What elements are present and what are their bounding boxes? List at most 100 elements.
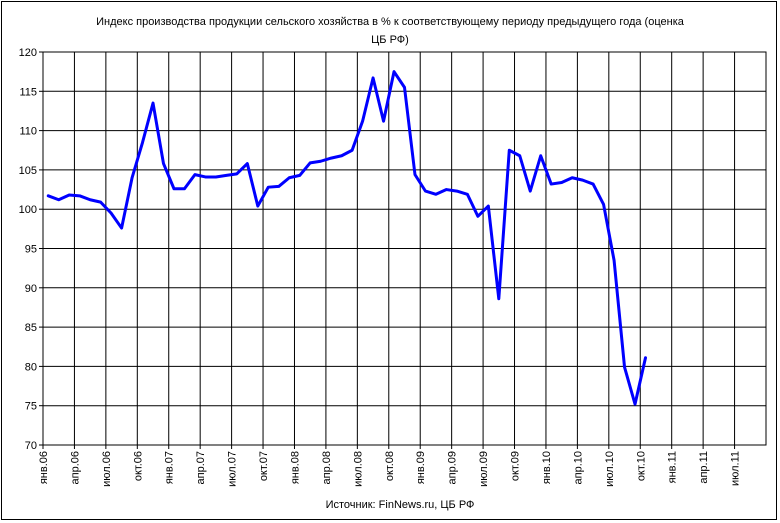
y-tick-label: 90	[25, 283, 37, 295]
y-tick-label: 115	[19, 86, 37, 98]
data-point	[235, 172, 239, 176]
data-point	[518, 154, 521, 157]
data-point	[350, 149, 354, 152]
data-point	[612, 259, 616, 262]
x-tick-label: окт.08	[384, 451, 396, 481]
y-tick-label: 100	[19, 204, 37, 216]
data-point	[623, 365, 626, 369]
data-point	[487, 204, 490, 208]
data-point	[298, 174, 301, 177]
source-note: Источник: FinNews.ru, ЦБ РФ	[326, 499, 475, 511]
data-point	[151, 101, 155, 105]
data-point	[455, 189, 459, 193]
data-point	[382, 119, 385, 123]
x-tick-label: янв.09	[415, 451, 427, 484]
data-point	[591, 182, 595, 186]
x-tick-label: июл.09	[478, 451, 490, 487]
data-point	[130, 176, 134, 179]
chart-title-line-1: Индекс производства продукции сельского …	[96, 16, 685, 28]
data-point	[570, 176, 574, 179]
x-tick-label: апр.09	[447, 451, 459, 484]
data-point	[99, 200, 102, 204]
y-tick-label: 75	[25, 401, 37, 413]
data-point	[644, 356, 647, 359]
x-tick-label: янв.10	[541, 451, 553, 484]
data-point	[57, 198, 60, 201]
data-point	[120, 226, 123, 230]
data-point	[413, 173, 417, 176]
grid-lines	[43, 52, 766, 445]
x-tick-label: янв.11	[667, 451, 679, 483]
data-point	[539, 154, 542, 157]
x-tick-label: июл.07	[227, 451, 239, 487]
y-tick-label: 120	[19, 47, 37, 59]
x-tick-label: апр.06	[69, 451, 81, 484]
data-point	[329, 156, 333, 160]
data-point	[392, 70, 396, 73]
data-point	[193, 173, 197, 176]
x-tick-label: июл.11	[730, 451, 742, 486]
data-point	[424, 189, 427, 193]
y-tick-label: 95	[25, 244, 37, 256]
x-tick-label: янв.07	[164, 451, 176, 484]
data-point	[78, 194, 81, 198]
data-point	[162, 162, 165, 165]
data-point	[434, 193, 438, 196]
data-point	[183, 187, 186, 190]
data-point	[141, 141, 144, 144]
data-point	[319, 160, 322, 163]
x-tick-label: июл.06	[101, 451, 113, 487]
data-point	[204, 175, 207, 179]
x-tick-label: окт.10	[635, 451, 647, 481]
data-point	[476, 215, 480, 218]
y-tick-label: 85	[25, 322, 37, 334]
x-tick-label: янв.08	[289, 451, 301, 484]
x-tick-label: июл.08	[352, 451, 364, 487]
x-tick-label: янв.06	[38, 451, 50, 484]
data-point	[267, 185, 270, 189]
data-point	[109, 211, 113, 215]
data-point	[68, 193, 71, 197]
x-tick-label: апр.11	[698, 451, 710, 484]
data-point	[361, 119, 364, 123]
data-point	[88, 198, 92, 201]
y-tick-label: 70	[25, 440, 37, 452]
data-point	[466, 193, 469, 196]
data-point	[288, 176, 291, 179]
data-point	[172, 187, 176, 190]
data-point	[403, 86, 406, 89]
x-tick-label: апр.08	[321, 451, 333, 484]
data-point	[529, 189, 532, 193]
series-line	[46, 70, 647, 406]
x-tick-label: июл.10	[604, 451, 616, 487]
data-point	[497, 297, 500, 300]
x-axis: янв.06 апр.06 июл.06 окт.06 янв.07 апр.07 июл.…	[38, 445, 742, 487]
data-point	[581, 178, 584, 182]
data-point	[508, 149, 511, 152]
series	[46, 70, 647, 406]
data-point	[550, 182, 553, 186]
y-tick-label: 80	[25, 361, 37, 373]
x-tick-label: окт.09	[510, 451, 522, 481]
data-point	[560, 181, 563, 184]
data-point	[371, 76, 375, 80]
x-tick-label: окт.07	[258, 451, 270, 481]
data-point	[256, 204, 259, 208]
y-tick-label: 110	[19, 126, 37, 138]
data-point	[277, 185, 280, 188]
y-axis: 70 75 80 85 90 95 100 105 110 115 120	[19, 47, 43, 452]
x-tick-label: апр.10	[572, 451, 584, 484]
data-point	[633, 402, 637, 406]
data-point	[309, 161, 312, 165]
x-tick-label: апр.07	[195, 451, 207, 484]
data-point	[340, 154, 343, 157]
data-point	[602, 203, 605, 206]
x-tick-label: окт.06	[132, 451, 144, 481]
y-tick-label: 105	[19, 165, 37, 177]
data-point	[214, 175, 218, 179]
data-point	[225, 174, 228, 177]
data-point	[445, 188, 448, 191]
chart-title-line-2: ЦБ РФ)	[371, 34, 409, 46]
